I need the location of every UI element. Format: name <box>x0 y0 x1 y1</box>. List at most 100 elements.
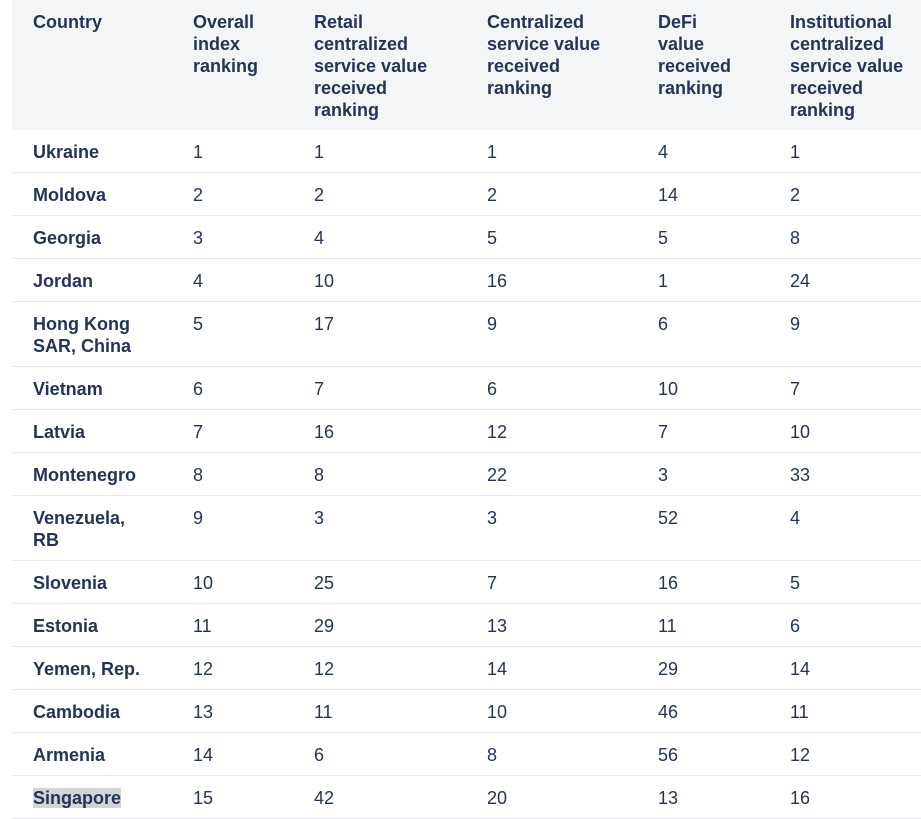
rank-cell: 9 <box>172 495 293 561</box>
rank-cell: 2 <box>466 172 637 216</box>
rank-value: 1 <box>487 142 498 162</box>
rank-value: 29 <box>658 659 679 679</box>
country-name: Montenegro <box>33 465 136 485</box>
rank-cell: 29 <box>637 646 769 690</box>
rank-value: 6 <box>790 616 801 636</box>
country-cell: Jordan <box>12 258 172 302</box>
rank-cell: 12 <box>769 732 921 776</box>
rank-cell: 16 <box>293 409 466 453</box>
rank-value: 3 <box>487 508 498 528</box>
rank-cell: 6 <box>293 732 466 776</box>
rank-value: 11 <box>314 702 333 722</box>
rank-value: 5 <box>790 573 801 593</box>
rank-value: 8 <box>314 465 325 485</box>
table-row: Singapore 15 42 20 13 16 <box>12 775 921 819</box>
rank-cell: 11 <box>637 603 769 647</box>
rank-value: 7 <box>790 379 801 399</box>
rank-cell: 2 <box>769 172 921 216</box>
country-cell: Vietnam <box>12 366 172 410</box>
rank-cell: 5 <box>769 560 921 604</box>
table-row: Moldova 2 2 2 14 2 <box>12 172 921 216</box>
rank-cell: 10 <box>172 560 293 604</box>
rank-value: 5 <box>487 228 498 248</box>
country-cell: Georgia <box>12 215 172 259</box>
rank-value: 1 <box>314 142 325 162</box>
rank-cell: 15 <box>172 775 293 819</box>
rank-value: 9 <box>487 314 498 334</box>
rank-cell: 1 <box>466 130 637 173</box>
rank-value: 16 <box>790 788 811 808</box>
rank-value: 16 <box>658 573 679 593</box>
country-cell: Cambodia <box>12 689 172 733</box>
rank-cell: 16 <box>769 775 921 819</box>
rank-cell: 12 <box>172 646 293 690</box>
rank-value: 2 <box>790 185 801 205</box>
table-row: Georgia 3 4 5 5 8 <box>12 215 921 259</box>
rank-cell: 8 <box>293 452 466 496</box>
rank-value: 52 <box>658 508 679 528</box>
rank-cell: 12 <box>293 646 466 690</box>
country-name: Vietnam <box>33 379 103 399</box>
rank-value: 56 <box>658 745 679 765</box>
rank-cell: 9 <box>769 301 921 367</box>
rank-value: 11 <box>658 616 677 636</box>
table-row: Estonia 11 29 13 11 6 <box>12 603 921 647</box>
country-name: Latvia <box>33 422 86 442</box>
table-row: Yemen, Rep. 12 12 14 29 14 <box>12 646 921 690</box>
rank-value: 7 <box>658 422 669 442</box>
table-row: Vietnam 6 7 6 10 7 <box>12 366 921 410</box>
column-header: Retail centralized service value receive… <box>293 0 466 130</box>
rank-value: 24 <box>790 271 811 291</box>
country-name: Armenia <box>33 745 106 765</box>
rank-cell: 2 <box>293 172 466 216</box>
rank-cell: 14 <box>769 646 921 690</box>
rank-value: 13 <box>487 616 508 636</box>
country-name: Hong Kong SAR, China <box>33 314 132 356</box>
table-row: Venezuela, RB 9 3 3 52 4 <box>12 495 921 561</box>
country-cell: Yemen, Rep. <box>12 646 172 690</box>
rank-cell: 3 <box>466 495 637 561</box>
rank-cell: 12 <box>466 409 637 453</box>
rank-cell: 52 <box>637 495 769 561</box>
country-cell: Latvia <box>12 409 172 453</box>
rank-value: 13 <box>193 702 214 722</box>
rank-cell: 5 <box>466 215 637 259</box>
rank-value: 29 <box>314 616 335 636</box>
table-row: Ukraine 1 1 1 4 1 <box>12 130 921 173</box>
rank-cell: 25 <box>293 560 466 604</box>
column-header: Centralized service value received ranki… <box>466 0 637 130</box>
rank-value: 8 <box>193 465 204 485</box>
rank-value: 10 <box>193 573 214 593</box>
rank-cell: 4 <box>172 258 293 302</box>
rank-value: 5 <box>658 228 669 248</box>
table-header: Country Overall index ranking Retail centr… <box>12 0 921 130</box>
rank-cell: 6 <box>172 366 293 410</box>
rank-cell: 9 <box>466 301 637 367</box>
rank-cell: 4 <box>293 215 466 259</box>
rank-value: 1 <box>193 142 204 162</box>
rank-cell: 5 <box>172 301 293 367</box>
rank-value: 7 <box>193 422 204 442</box>
rank-cell: 8 <box>769 215 921 259</box>
rank-value: 3 <box>314 508 325 528</box>
table-body: Ukraine 1 1 1 4 1 Moldova 2 2 2 14 2 Georgia 3 4 5 5 8 Jor… <box>12 130 921 819</box>
rank-cell: 7 <box>769 366 921 410</box>
rank-cell: 7 <box>293 366 466 410</box>
rank-value: 14 <box>658 185 679 205</box>
table-row: Cambodia 13 11 10 46 11 <box>12 689 921 733</box>
ranking-table: Country Overall index ranking Retail centr… <box>12 0 921 819</box>
rank-cell: 2 <box>172 172 293 216</box>
country-name: Singapore <box>33 788 122 808</box>
rank-cell: 10 <box>293 258 466 302</box>
rank-value: 7 <box>314 379 325 399</box>
rank-value: 6 <box>658 314 669 334</box>
rank-cell: 7 <box>637 409 769 453</box>
rank-value: 17 <box>314 314 335 334</box>
table-row: Montenegro 8 8 22 3 33 <box>12 452 921 496</box>
rank-value: 10 <box>790 422 811 442</box>
table-row: Hong Kong SAR, China 5 17 9 6 9 <box>12 301 921 367</box>
country-cell: Moldova <box>12 172 172 216</box>
table-row: Slovenia 10 25 7 16 5 <box>12 560 921 604</box>
rank-value: 6 <box>487 379 498 399</box>
